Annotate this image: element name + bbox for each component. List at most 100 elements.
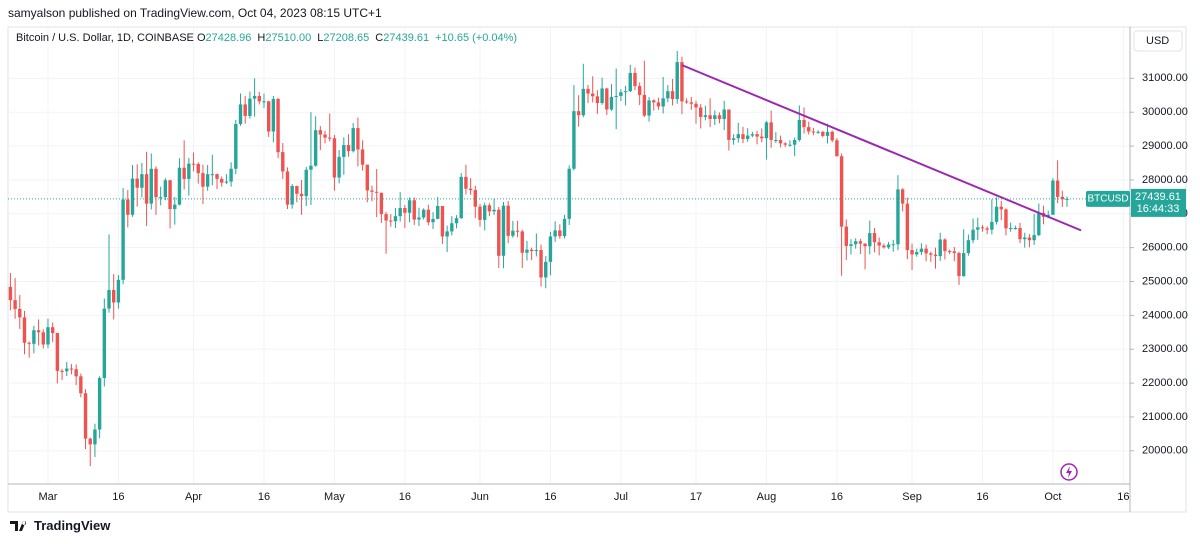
candle-body (79, 376, 83, 394)
candle-body (266, 101, 271, 132)
candle-body (976, 227, 980, 230)
candle-body (243, 104, 247, 116)
candle-body (802, 119, 806, 128)
candle-body (807, 127, 811, 132)
candle-body (116, 279, 121, 303)
candle-body (32, 330, 36, 344)
candle-body (544, 261, 548, 278)
candle-body (257, 95, 261, 102)
candle-body (684, 101, 689, 103)
candle-body (994, 206, 999, 222)
y-tick-label: 29000.00 (1142, 140, 1188, 152)
candle-body (957, 253, 961, 277)
candle-body (389, 220, 393, 222)
candle-body (191, 163, 196, 165)
candle-body (882, 245, 886, 248)
candle-body (431, 218, 435, 223)
candle-body (492, 209, 496, 212)
candles (8, 50, 1069, 467)
candle-body (605, 88, 609, 110)
currency-button[interactable] (1133, 30, 1183, 52)
candle-body (135, 178, 139, 188)
candle-body (154, 168, 158, 198)
candle-body (224, 181, 229, 183)
alert-icon[interactable] (1060, 463, 1078, 481)
candle-body (482, 205, 487, 220)
candle-body (600, 88, 604, 104)
candle-body (980, 227, 985, 229)
y-tick-label: 26000.00 (1142, 242, 1188, 254)
symbol: BTCUSD (1087, 194, 1128, 205)
candle-body (1008, 228, 1013, 230)
candle-body (8, 286, 13, 301)
candle-body (619, 92, 623, 96)
x-tick-label: Aug (757, 491, 777, 503)
x-tick-label: 16 (831, 491, 843, 503)
trendline (681, 64, 1082, 232)
candle-body (830, 131, 834, 141)
candle-body (938, 239, 942, 257)
candle-body (281, 152, 285, 172)
candle-body (403, 208, 407, 213)
candle-body (637, 86, 642, 95)
candle-body (436, 205, 440, 219)
candle-body (337, 156, 341, 178)
candle-body (196, 164, 200, 174)
candle-body (276, 98, 280, 153)
candle-body (55, 332, 60, 371)
candle-body (591, 93, 595, 97)
candle-body (210, 174, 215, 176)
candle-body (778, 139, 783, 144)
candle-body (595, 96, 600, 104)
y-tick-label: 23000.00 (1142, 343, 1188, 355)
candle-body (745, 135, 750, 139)
candle-body (905, 203, 910, 251)
candle-body (515, 230, 520, 232)
candle-body (248, 98, 252, 116)
candle-body (750, 134, 755, 136)
x-tick-label: 16 (258, 491, 270, 503)
candle-body (299, 193, 304, 197)
ohlc-label: C (375, 32, 384, 44)
candle-body (60, 370, 64, 372)
candle-body (13, 300, 17, 309)
candle-body (947, 251, 952, 253)
candle-body (769, 122, 773, 140)
candle-body (642, 94, 647, 116)
chart-frame (7, 26, 1187, 513)
x-tick-label: 16 (1117, 491, 1129, 503)
candle-body (332, 138, 337, 178)
candle-body (27, 342, 31, 344)
candle-body (468, 188, 473, 191)
candle-body (398, 208, 402, 217)
candle-body (736, 134, 740, 139)
candle-body (1037, 212, 1041, 236)
candle-body (201, 173, 205, 187)
candle-body (825, 131, 830, 136)
candle-body (229, 168, 233, 182)
currency[interactable]: USD (1146, 35, 1169, 47)
x-tick-label: 16 (112, 491, 124, 503)
candle-body (440, 205, 445, 237)
footer: TradingView (10, 518, 110, 533)
y-tick-label: 31000.00 (1142, 72, 1188, 84)
x-tick-label: Apr (185, 491, 202, 503)
candle-body (614, 95, 618, 97)
candle-body (182, 167, 186, 179)
candle-body (149, 168, 153, 204)
ohlc-label: O (196, 32, 206, 44)
x-tick-label: 16 (976, 491, 988, 503)
candle-body (680, 62, 684, 102)
candle-body (858, 241, 863, 244)
candle-body (421, 209, 426, 218)
candle-body (328, 137, 332, 139)
candle-body (539, 250, 543, 278)
x-tick-label: Jun (471, 491, 489, 503)
candle-body (835, 140, 839, 157)
candle-body (562, 218, 567, 237)
candle-body (234, 124, 238, 169)
candle-body (65, 368, 69, 372)
candle-body (309, 165, 313, 170)
candle-body (553, 230, 557, 237)
